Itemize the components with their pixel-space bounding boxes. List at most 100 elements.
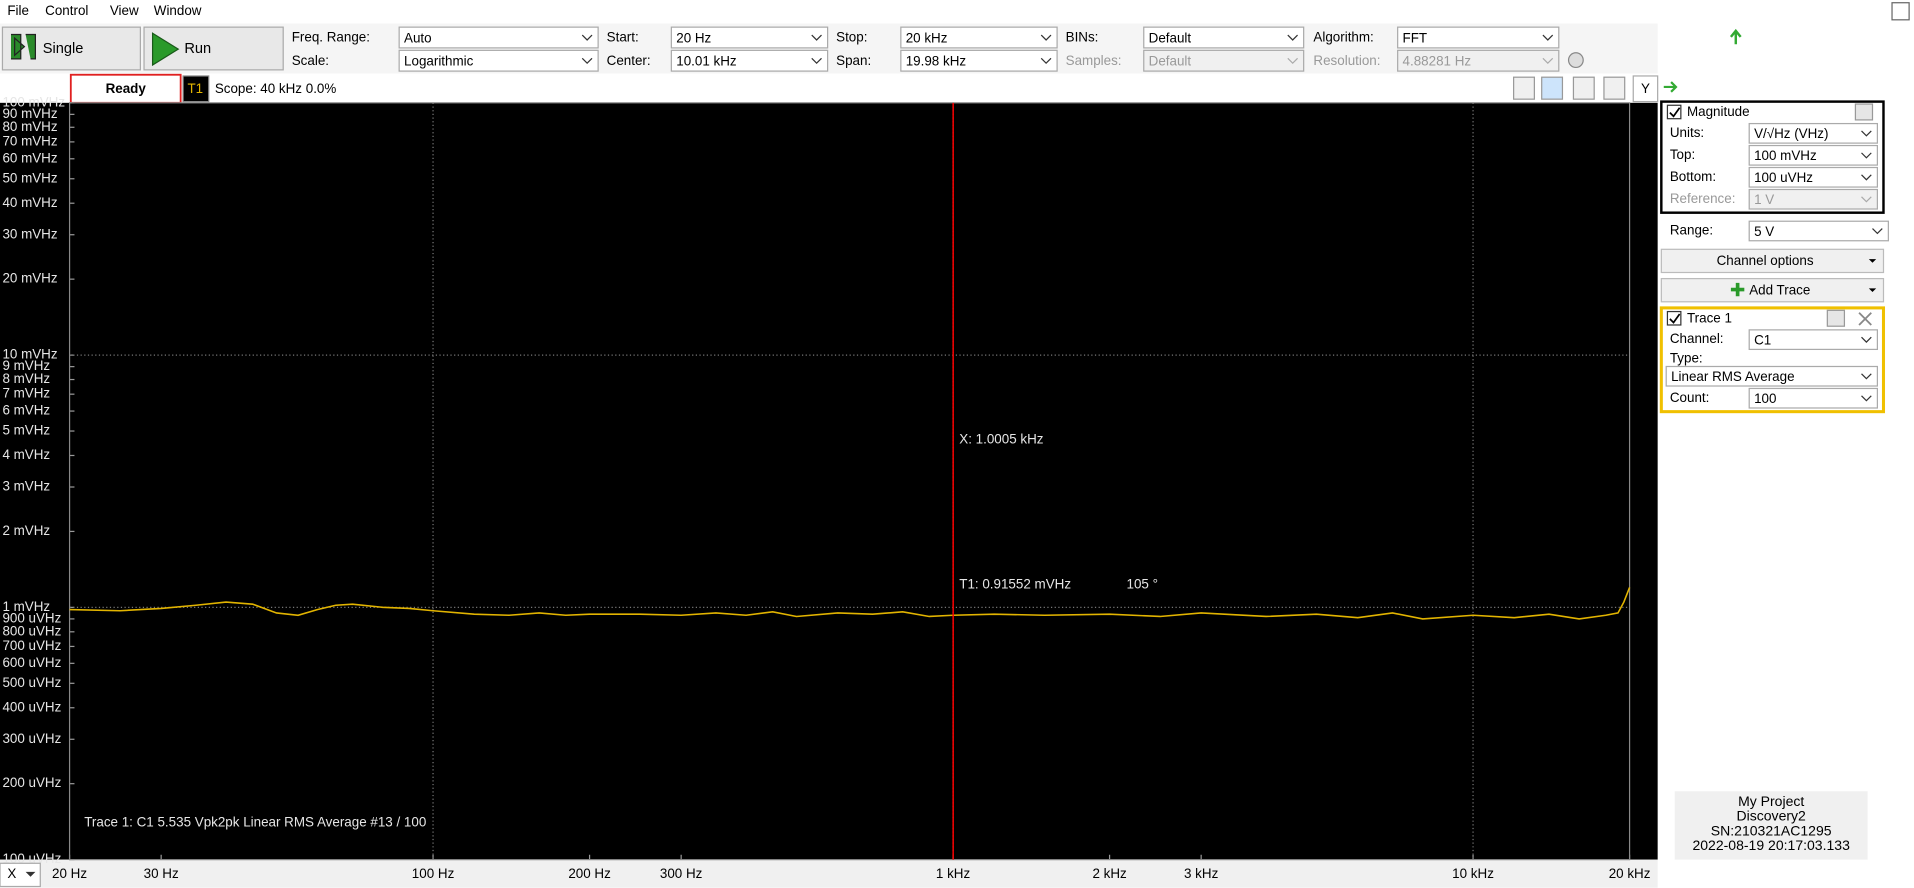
trace-tag: T1: [187, 81, 203, 96]
y-button[interactable]: [1632, 75, 1659, 103]
dropdown[interactable]: [398, 26, 599, 49]
menu-item[interactable]: View: [110, 3, 139, 18]
trace-info: Trace 1: C1 5.535 Vpk2pk Linear RMS Aver…: [84, 815, 426, 830]
panel-arrow[interactable]: [1663, 81, 1678, 93]
menu-item[interactable]: Control: [45, 3, 88, 18]
y-tick-label: 90 mVHz: [2, 106, 57, 121]
dropdown[interactable]: [1748, 329, 1878, 351]
dropdown-value: V/√Hz (VHz): [1754, 126, 1828, 141]
dropdown-chevron: [1861, 395, 1872, 402]
dropdown-value: 100: [1754, 391, 1776, 406]
field-label: Bottom:: [1670, 169, 1716, 184]
device-info: SN:210321AC1295: [1711, 822, 1832, 838]
dropdown[interactable]: [1748, 387, 1878, 409]
field-label: Start:: [607, 30, 639, 45]
single-button[interactable]: [1, 26, 141, 71]
section-title: Magnitude: [1687, 104, 1750, 119]
dropdown-chevron: [1861, 174, 1872, 181]
field-label: Reference:: [1670, 191, 1736, 206]
plot-tool-icon[interactable]: [1541, 76, 1564, 100]
add-trace-button[interactable]: [1660, 277, 1885, 303]
dropdown-value: Auto: [404, 30, 432, 45]
dropdown[interactable]: [1665, 365, 1878, 387]
dropdown-chevron: [1868, 259, 1877, 263]
dropdown[interactable]: [900, 26, 1058, 49]
dropdown[interactable]: [398, 49, 599, 72]
dropdown: [1748, 188, 1878, 210]
dropdown[interactable]: [1748, 144, 1878, 166]
menu-item[interactable]: File: [7, 3, 29, 18]
y-tick-label: 800 uVHz: [2, 623, 61, 638]
dropdown-value: 10.01 kHz: [676, 53, 737, 68]
close-icon[interactable]: [1858, 312, 1872, 326]
dropdown[interactable]: [1748, 220, 1889, 242]
dropdown-chevron: [1861, 196, 1872, 203]
y-tick-label: 700 uVHz: [2, 638, 61, 653]
settings-icon[interactable]: [1826, 309, 1846, 327]
field-label: Type:: [1670, 351, 1703, 366]
field-label: Center:: [607, 53, 651, 68]
settings-icon[interactable]: [1567, 52, 1584, 69]
plot-tool-icon[interactable]: [1603, 76, 1626, 100]
menu-item[interactable]: Window: [154, 3, 202, 18]
dropdown-chevron: [1287, 57, 1298, 65]
dropdown-value: 19.98 kHz: [906, 53, 967, 68]
x-tick-label: 300 Hz: [660, 866, 703, 881]
field-label: Top:: [1670, 147, 1695, 162]
field-label: Range:: [1670, 223, 1713, 238]
dropdown[interactable]: [1143, 26, 1305, 49]
y-tick-label: 200 uVHz: [2, 775, 61, 790]
field-label: Algorithm:: [1313, 30, 1373, 45]
y-tick-label: 4 mVHz: [2, 447, 50, 462]
y-tick-label: 300 uVHz: [2, 731, 61, 746]
field-label: Channel:: [1670, 331, 1724, 346]
dropdown-chevron: [1542, 34, 1554, 41]
dropdown[interactable]: [670, 49, 829, 72]
dropdown[interactable]: [1397, 26, 1560, 49]
y-tick-label: 40 mVHz: [2, 195, 57, 210]
dropdown[interactable]: [1748, 122, 1878, 144]
device-info: Discovery2: [1737, 808, 1807, 824]
field-label: Resolution:: [1313, 53, 1380, 68]
field-label: Units:: [1670, 125, 1704, 140]
x-tick-label: 30 Hz: [144, 866, 179, 881]
dropdown-chevron: [1040, 57, 1052, 65]
plot-tool-icon[interactable]: [1572, 76, 1595, 100]
dropdown-chevron: [1861, 373, 1872, 380]
checkbox[interactable]: [1666, 104, 1682, 120]
x-selector[interactable]: [0, 862, 41, 888]
device-info: My Project: [1738, 793, 1804, 809]
dropdown-value: 100 uVHz: [1754, 170, 1813, 185]
y-tick-label: 100 uVHz: [2, 851, 61, 866]
dropdown-value: 100 mVHz: [1754, 148, 1817, 163]
y-tick-label: 100 mVHz: [2, 94, 65, 109]
y-tick-label: 60 mVHz: [2, 150, 57, 165]
window-icon[interactable]: [1891, 2, 1910, 21]
settings-icon[interactable]: [1854, 103, 1874, 121]
dropdown-chevron: [1861, 130, 1872, 137]
dropdown-chevron: [811, 34, 822, 41]
button-label: Add Trace: [1749, 282, 1810, 297]
button-label: Run: [184, 41, 211, 57]
y-tick-label: 900 uVHz: [2, 610, 61, 625]
y-tick-label: 50 mVHz: [2, 170, 57, 185]
single-icon: [10, 33, 37, 60]
status-text: Ready: [106, 81, 147, 96]
dropdown[interactable]: [1748, 166, 1878, 188]
y-tick-label: 9 mVHz: [2, 358, 50, 373]
dropdown[interactable]: [670, 26, 829, 49]
checkbox[interactable]: [1666, 310, 1682, 326]
section-title: Trace 1: [1687, 310, 1732, 325]
field-label: BINs:: [1066, 30, 1099, 45]
cursor-phase: 105 °: [1126, 577, 1157, 592]
collapse-arrow[interactable]: [1729, 28, 1742, 45]
button-label: Channel options: [1717, 253, 1814, 268]
plot-tool-icon[interactable]: [1513, 76, 1535, 100]
dropdown[interactable]: [900, 49, 1058, 72]
dropdown-chevron: [1861, 336, 1872, 343]
field-label: Span:: [836, 53, 871, 68]
dropdown-chevron: [581, 34, 593, 41]
channel-options-button[interactable]: [1660, 248, 1885, 274]
y-tick-label: 80 mVHz: [2, 119, 57, 134]
